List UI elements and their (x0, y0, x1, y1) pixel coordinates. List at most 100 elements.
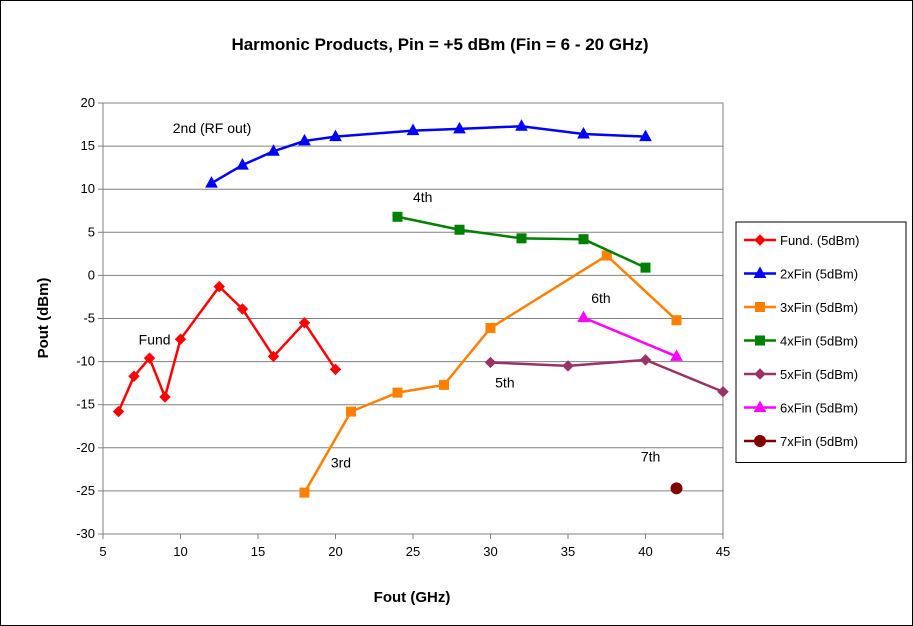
y-tick-label: -20 (76, 440, 95, 455)
legend-label: 7xFin (5dBm) (780, 434, 858, 449)
series-line (117, 285, 337, 413)
y-tick-label: 20 (81, 95, 95, 110)
data-point (236, 303, 249, 315)
annotation-label: Fund (139, 331, 171, 347)
legend-label: 2xFin (5dBm) (780, 267, 858, 282)
data-point (392, 211, 403, 222)
x-axis: 5 10 15 20 25 30 35 40 45 (99, 534, 730, 559)
annotations: 2nd (RF out) 4th 6th Fund 5th 3rd 7th (139, 120, 661, 470)
y-tick-label: -15 (76, 397, 95, 412)
legend-marker (754, 435, 766, 447)
x-tick-label: 5 (99, 544, 106, 559)
y-tick-label: -5 (83, 311, 95, 326)
data-point (174, 333, 187, 345)
legend-item: 2xFin (5dBm) (744, 266, 858, 282)
legend-item: 5xFin (5dBm) (744, 367, 858, 382)
data-point (640, 262, 651, 273)
series-line (210, 125, 646, 185)
y-tick-label: -30 (76, 526, 95, 541)
data-point (454, 224, 465, 235)
data-point (213, 280, 225, 293)
data-point (267, 350, 280, 363)
data-point (236, 158, 249, 170)
annotation-label: 5th (495, 374, 514, 390)
legend-marker (754, 368, 766, 380)
x-tick-label: 25 (406, 544, 420, 559)
y-tick-label: 15 (81, 138, 95, 153)
data-point (112, 405, 125, 418)
data-point (205, 176, 218, 188)
series-6 (577, 310, 683, 361)
annotation-label: 6th (591, 290, 610, 306)
data-point (298, 317, 311, 329)
legend-marker (755, 335, 765, 346)
legend: Fund. (5dBm) 2xFin (5dBm) 3xFin (5dBm) 4xFi… (735, 221, 907, 463)
data-point (562, 360, 574, 372)
data-point (639, 354, 652, 366)
data-point (439, 379, 449, 390)
data-point (670, 482, 683, 495)
legend-label: 5xFin (5dBm) (780, 367, 858, 382)
data-point (484, 356, 497, 369)
data-point (267, 144, 280, 156)
data-point (515, 119, 528, 131)
data-point (143, 352, 156, 364)
data-point (577, 310, 590, 323)
annotation-label: 4th (413, 189, 432, 205)
y-tick-label: -25 (76, 483, 95, 498)
data-point (717, 386, 729, 398)
data-point (639, 129, 652, 142)
data-point (578, 234, 589, 245)
annotation-label: 2nd (RF out) (173, 120, 252, 136)
series-line (490, 358, 724, 393)
series-1 (112, 280, 342, 418)
legend-item: 7xFin (5dBm) (744, 434, 858, 449)
data-point (485, 322, 496, 333)
data-point (329, 363, 342, 376)
y-axis: 20 15 10 5 0 -5 -10 -15 -20 -25 -30 (76, 95, 103, 541)
x-axis-title: Fout (GHz) (374, 589, 451, 606)
x-tick-label: 15 (251, 544, 265, 559)
data-point (516, 233, 527, 244)
annotation-label: 7th (641, 449, 660, 465)
legend-label: Fund. (5dBm) (780, 233, 859, 248)
data-point (671, 315, 682, 326)
series-7 (670, 482, 683, 495)
legend-item: Fund. (5dBm) (744, 233, 859, 248)
legend-marker (754, 234, 766, 246)
legend-item: 6xFin (5dBm) (744, 400, 858, 416)
legend-marker (753, 266, 767, 278)
data-point (346, 406, 356, 417)
data-point (670, 349, 683, 361)
series-line (583, 316, 677, 358)
y-axis-title: Pout (dBm) (35, 278, 52, 359)
x-tick-label: 45 (716, 544, 730, 559)
chart-title: Harmonic Products, Pin = +5 dBm (Fin = 6… (231, 35, 648, 54)
legend-marker (755, 302, 765, 312)
series-group (112, 119, 729, 498)
series-4 (392, 211, 651, 273)
x-tick-label: 40 (638, 544, 652, 559)
data-point (392, 387, 403, 398)
legend-marker (753, 400, 767, 412)
legend-label: 3xFin (5dBm) (780, 300, 858, 315)
data-point (406, 123, 420, 136)
y-tick-label: -10 (76, 354, 95, 369)
x-tick-label: 10 (173, 544, 187, 559)
y-tick-label: 0 (88, 267, 95, 282)
legend-label: 6xFin (5dBm) (780, 401, 858, 416)
data-point (577, 126, 590, 139)
data-point (453, 121, 466, 134)
data-point (298, 133, 311, 146)
series-2 (205, 119, 652, 188)
annotation-label: 3rd (331, 455, 351, 471)
data-point (159, 391, 171, 403)
y-tick-label: 5 (88, 224, 95, 239)
legend-item: 4xFin (5dBm) (744, 334, 858, 349)
data-point (299, 487, 310, 498)
series-5 (484, 354, 729, 398)
series-line (303, 254, 678, 494)
x-tick-label: 35 (561, 544, 575, 559)
x-tick-label: 20 (328, 544, 342, 559)
